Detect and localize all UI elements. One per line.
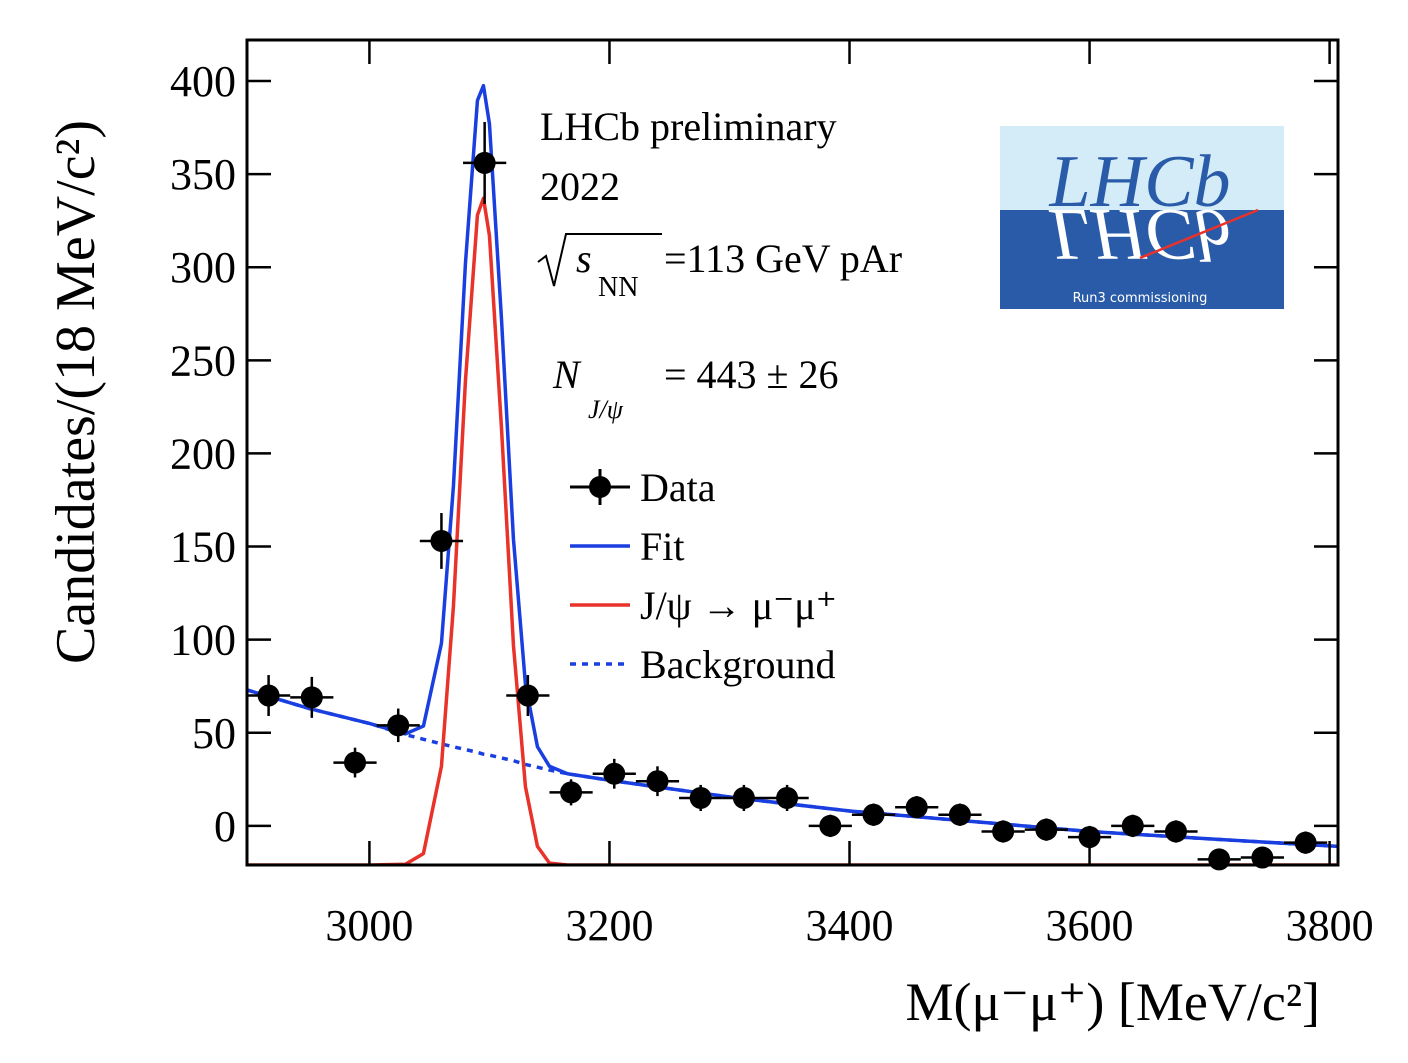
annotation-energy-symbol: s	[576, 236, 592, 281]
data-point	[1251, 846, 1274, 869]
annotation-yield: = 443 ± 26	[664, 352, 839, 397]
legend-label: Background	[640, 642, 836, 687]
data-point	[1121, 814, 1144, 837]
data-point	[776, 786, 799, 809]
data-point	[1164, 820, 1187, 843]
y-tick-label: 250	[170, 336, 236, 385]
data-point	[560, 781, 583, 804]
y-tick-label: 300	[170, 243, 236, 292]
y-tick-label: 0	[214, 802, 236, 851]
data-point	[905, 796, 928, 819]
curve	[247, 196, 1338, 865]
x-tick-label: 3600	[1046, 901, 1134, 950]
logo-text: LHCb	[1049, 141, 1231, 223]
logo-track	[1139, 208, 1259, 260]
logo: LHCb LHCb Run3 commissioning	[1000, 126, 1284, 309]
plot-layer	[247, 83, 1338, 871]
data-point	[732, 786, 755, 809]
data-point	[862, 803, 885, 826]
logo-bottom	[1000, 210, 1284, 309]
annotation-yield-symbol: N	[552, 352, 582, 397]
x-tick-label: 3000	[325, 901, 413, 950]
logo-top	[1000, 126, 1284, 210]
x-tick-label: 3400	[806, 901, 894, 950]
data-point	[473, 151, 496, 174]
annotation-yield-subscript: J/ψ	[588, 395, 624, 424]
data-point	[516, 684, 539, 707]
x-tick-label: 3800	[1286, 901, 1374, 950]
data-point	[819, 814, 842, 837]
y-tick-label: 150	[170, 523, 236, 572]
legend-label: Fit	[640, 524, 684, 569]
data-point	[387, 714, 410, 737]
y-tick-label: 200	[170, 429, 236, 478]
x-tick-label: 3200	[565, 901, 653, 950]
annotation-energy-subscript: NN	[598, 272, 638, 303]
data-point	[603, 762, 626, 785]
annotation-energy: =113 GeV pAr	[664, 236, 902, 281]
x-axis-label: M(μ⁻μ⁺) [MeV/c²]	[906, 972, 1321, 1032]
data-point	[1035, 818, 1058, 841]
data-point	[646, 770, 669, 793]
legend: Data Fit J/ψ → μ⁻μ⁺ Background	[570, 465, 837, 687]
y-tick-label: 350	[170, 150, 236, 199]
data-point	[344, 751, 367, 774]
logo-reflection: LHCb	[1049, 193, 1231, 275]
data-point	[1294, 831, 1317, 854]
data-point	[300, 686, 323, 709]
sqrt-sign	[537, 233, 662, 287]
data-point	[257, 684, 280, 707]
y-tick-label: 100	[170, 616, 236, 665]
logo-caption: Run3 commissioning	[1073, 291, 1208, 306]
y-tick-label: 400	[170, 57, 236, 106]
y-axis-label: Candidates/(18 MeV/c²)	[45, 120, 107, 664]
data-point	[430, 529, 453, 552]
data-point	[948, 803, 971, 826]
data-point	[992, 820, 1015, 843]
legend-marker-point	[589, 476, 611, 498]
annotation-experiment: LHCb preliminary	[540, 104, 837, 149]
legend-label: J/ψ → μ⁻μ⁺	[640, 583, 837, 628]
data-point	[1078, 826, 1101, 849]
legend-label: Data	[640, 465, 716, 510]
data-point	[1208, 848, 1231, 871]
data-point	[689, 786, 712, 809]
annotation-year: 2022	[540, 164, 620, 209]
y-tick-label: 50	[192, 709, 236, 758]
